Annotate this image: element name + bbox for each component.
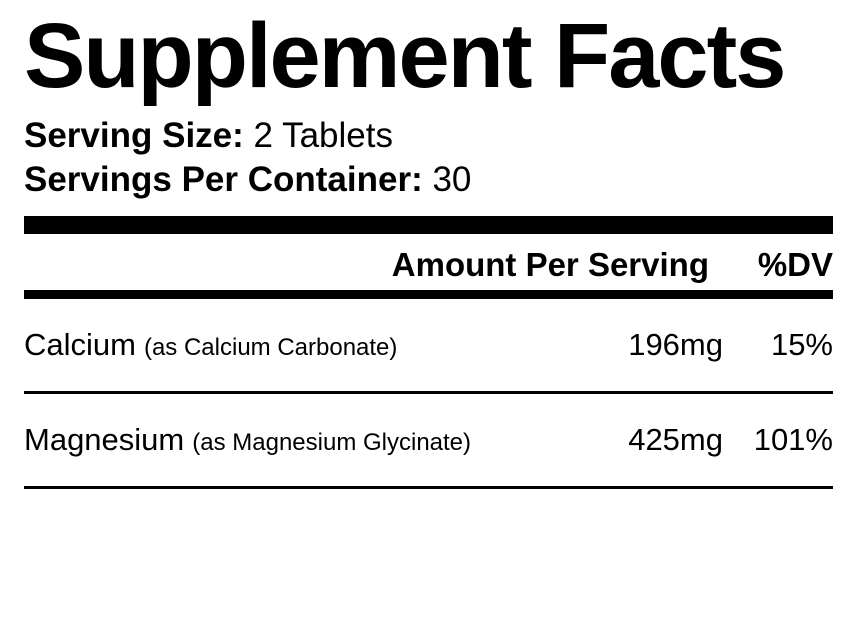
rule-thick — [24, 216, 833, 234]
nutrient-note: (as Magnesium Glycinate) — [192, 429, 553, 457]
header-amount: Amount Per Serving — [392, 246, 709, 284]
header-dv: %DV — [733, 246, 833, 284]
servings-per-value: 30 — [423, 160, 472, 199]
nutrient-amount: 425mg — [553, 422, 723, 458]
nutrient-amount: 196mg — [553, 327, 723, 363]
panel-title: Supplement Facts — [24, 10, 833, 102]
column-header-row: Amount Per Serving %DV — [24, 242, 833, 290]
table-row: Calcium (as Calcium Carbonate) 196mg 15% — [24, 299, 833, 391]
servings-per-line: Servings Per Container: 30 — [24, 158, 833, 202]
serving-size-value: 2 Tablets — [244, 116, 393, 155]
nutrient-dv: 101% — [723, 422, 833, 458]
nutrient-name: Magnesium — [24, 422, 184, 458]
serving-size-line: Serving Size: 2 Tablets — [24, 114, 833, 158]
rule-medium — [24, 290, 833, 299]
serving-size-label: Serving Size: — [24, 116, 244, 155]
rule-thin — [24, 486, 833, 489]
table-row: Magnesium (as Magnesium Glycinate) 425mg… — [24, 394, 833, 486]
nutrient-dv: 15% — [723, 327, 833, 363]
nutrient-name: Calcium — [24, 327, 136, 363]
servings-per-label: Servings Per Container: — [24, 160, 423, 199]
nutrient-note: (as Calcium Carbonate) — [144, 334, 553, 362]
